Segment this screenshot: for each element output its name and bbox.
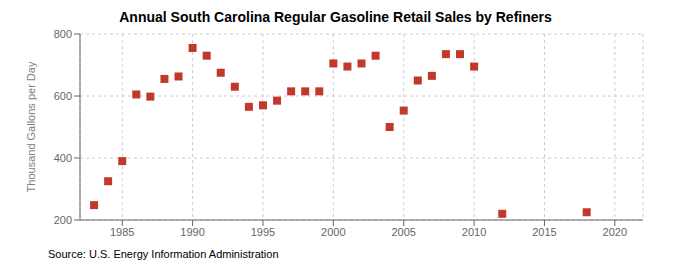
svg-text:2010: 2010 [462, 226, 486, 238]
svg-text:1990: 1990 [180, 226, 204, 238]
svg-text:2000: 2000 [321, 226, 345, 238]
html-text:Annual South Carolina Regular: Annual South Carolina Regular Gasoline R… [119, 9, 552, 25]
svg-text:400: 400 [54, 152, 72, 164]
svg-text:2005: 2005 [391, 226, 415, 238]
svg-text:Thousand Gallons per Day: Thousand Gallons per Day [25, 61, 37, 192]
svg-text:200: 200 [54, 214, 72, 226]
svg-text:1995: 1995 [251, 226, 275, 238]
svg-text:2020: 2020 [603, 226, 627, 238]
html-text:Source: U.S. Energy Informatio: Source: U.S. Energy Information Administ… [48, 248, 279, 260]
svg-text:800: 800 [54, 28, 72, 40]
svg-text:600: 600 [54, 90, 72, 102]
svg-text:1985: 1985 [110, 226, 134, 238]
svg-text:2015: 2015 [532, 226, 556, 238]
